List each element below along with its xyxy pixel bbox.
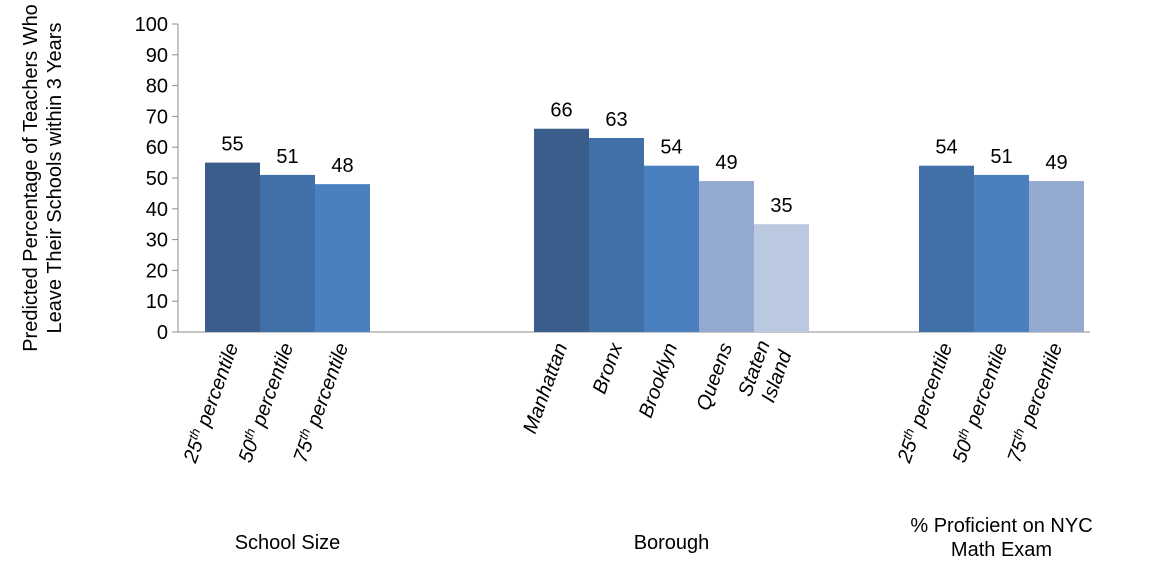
y-tick-label: 60 [146, 137, 168, 159]
category-label: Brooklyn [635, 340, 682, 421]
bar [589, 137, 644, 332]
bar-value-label: 66 [550, 100, 572, 122]
y-axis: 0 10 20 30 40 50 60 70 80 90 100 [135, 14, 1090, 344]
y-tick-label: 10 [146, 291, 168, 313]
bar-value-label: 48 [331, 155, 353, 177]
category-label: Manhattan [519, 340, 572, 436]
category-label: StatenIsland [734, 338, 797, 408]
category-label: 25th percentile [891, 339, 957, 466]
bar-value-label: 51 [276, 146, 298, 168]
y-axis-label: Predicted Percentage of Teachers Who Leav… [20, 4, 66, 352]
bar [974, 174, 1029, 332]
category-label: 50th percentile [232, 339, 298, 465]
y-axis-title: Predicted Percentage of Teachers Who Leav… [20, 4, 66, 352]
y-tick-label: 20 [146, 260, 168, 282]
bar [699, 181, 754, 332]
group-label: School Size [235, 532, 341, 554]
bar-value-label: 51 [990, 146, 1012, 168]
bar [260, 174, 315, 332]
group-label: Borough [634, 532, 710, 554]
y-tick-label: 40 [146, 199, 168, 221]
bar-value-label: 54 [935, 137, 957, 159]
bar-value-label: 49 [715, 152, 737, 174]
bar-value-label: 54 [660, 137, 682, 159]
category-label: 75th percentile [287, 339, 353, 465]
y-tick-label: 80 [146, 76, 168, 98]
category-label: 50th percentile [946, 339, 1012, 465]
bar-value-label: 55 [221, 134, 243, 156]
bars [205, 128, 1084, 332]
bar-value-label: 49 [1045, 152, 1067, 174]
value-labels: 55 51 48 66 63 54 49 35 54 51 49 [221, 100, 1067, 217]
category-label: 75th percentile [1001, 339, 1067, 465]
bar [534, 128, 589, 332]
y-tick-label: 70 [146, 106, 168, 128]
bar [1029, 181, 1084, 332]
y-tick-label: 30 [146, 230, 168, 252]
group-labels: School Size Borough % Proficient on NYC Mat… [235, 515, 1093, 561]
y-tick-label: 100 [135, 14, 168, 36]
bar-value-label: 35 [770, 195, 792, 217]
bar-value-label: 63 [605, 109, 627, 131]
bar [205, 162, 260, 332]
y-tick-label: 0 [157, 322, 168, 344]
bar [644, 165, 699, 332]
group-label: % Proficient on NYC Math Exam [910, 515, 1092, 561]
y-tick-label: 50 [146, 168, 168, 190]
category-label: 25th percentile [177, 339, 243, 466]
bar [919, 165, 974, 332]
bar [754, 224, 809, 332]
category-label: Queens [693, 340, 738, 413]
y-tick-label: 90 [146, 45, 168, 67]
bar [315, 184, 370, 332]
category-label: Bronx [589, 339, 628, 397]
